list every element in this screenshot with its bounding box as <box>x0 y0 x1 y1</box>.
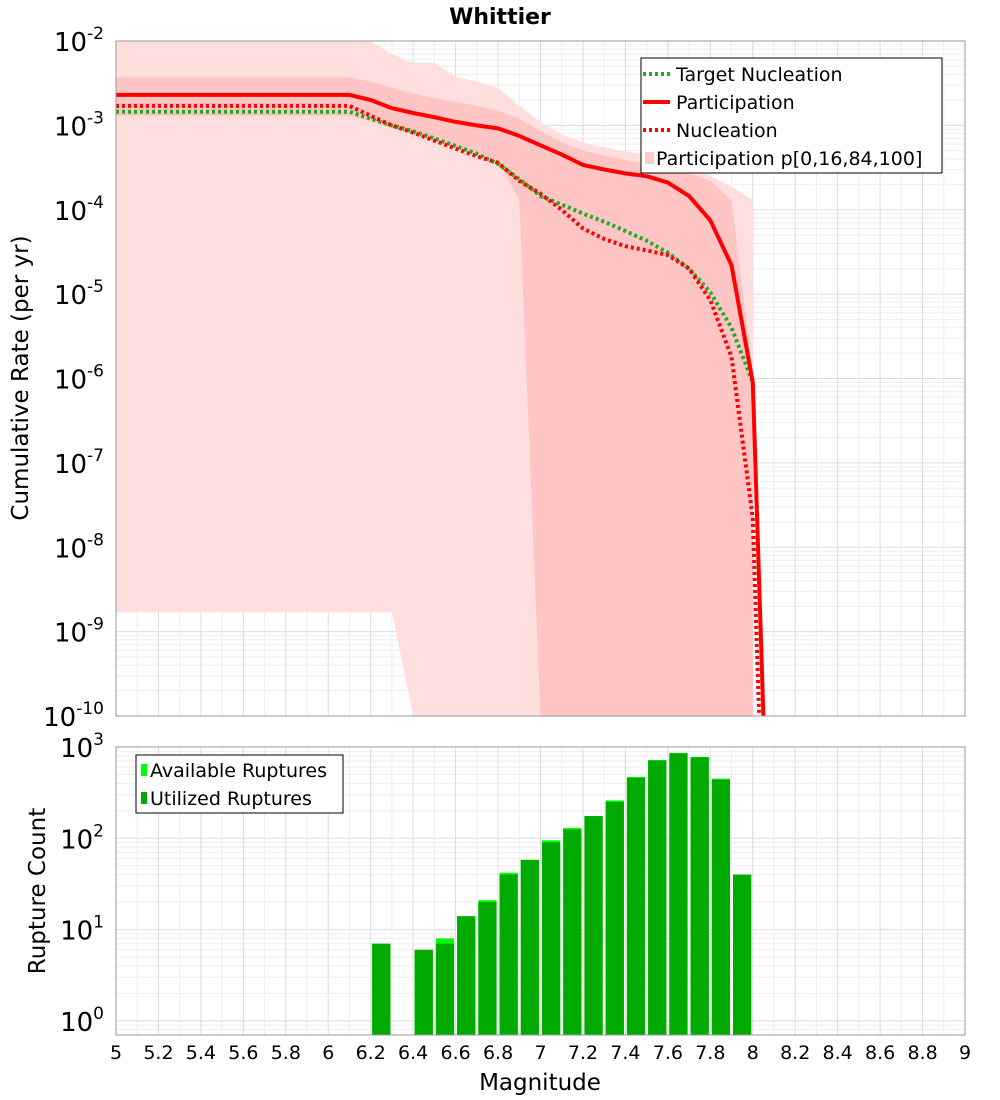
utilized-ruptures-bar <box>414 949 433 1035</box>
count-legend-swatch <box>141 792 147 804</box>
utilized-ruptures-bar <box>457 916 476 1035</box>
rate-y-ticks: 10-2 10-3 10-4 10-5 10-6 10-7 10-8 10-9 10-10 <box>43 24 104 733</box>
participation-line <box>116 92 766 716</box>
count-y-tick-label: 100 <box>60 1004 104 1038</box>
x-tick-label: 7.2 <box>568 1042 598 1064</box>
rate-plot-border <box>115 40 966 717</box>
nucleation-line <box>116 103 762 716</box>
rate-lines <box>116 92 766 716</box>
x-tick-label: 9 <box>959 1042 971 1064</box>
count-y-tick-label: 103 <box>60 730 104 764</box>
rate-y-tick-label: 10-3 <box>54 108 104 142</box>
rate-legend-box <box>640 57 943 174</box>
utilized-ruptures-bar <box>520 859 539 1035</box>
participation-band-16-84 <box>519 118 753 716</box>
rate-legend: Target Nucleation Participation Nucleation… <box>640 57 943 174</box>
utilized-ruptures-bar <box>711 779 731 1035</box>
x-tick-label: 6.4 <box>398 1042 428 1064</box>
count-legend-box <box>135 754 344 814</box>
rate-y-tick-label: 10-2 <box>54 24 104 58</box>
utilized-ruptures-bar <box>690 757 709 1035</box>
rate-y-tick-label: 10-10 <box>43 699 104 733</box>
utilized-ruptures-bar <box>669 753 688 1035</box>
x-tick-label: 8.4 <box>823 1042 853 1064</box>
x-tick-label: 7 <box>534 1042 546 1064</box>
x-tick-label: 7.6 <box>653 1042 683 1064</box>
rate-y-tick-label: 10-9 <box>54 615 104 649</box>
rate-y-tick-label: 10-4 <box>54 193 104 227</box>
count-plot-border <box>115 746 966 1036</box>
count-legend: Available Ruptures Utilized Ruptures <box>135 754 344 814</box>
x-tick-label: 6 <box>322 1042 334 1064</box>
rate-y-tick-label: 10-6 <box>54 362 104 396</box>
count-y-tick-label: 101 <box>60 913 104 947</box>
count-legend-swatch <box>141 764 147 776</box>
x-tick-label: 5.6 <box>228 1042 258 1064</box>
x-tick-label: 5.2 <box>143 1042 173 1064</box>
rate-legend-label: Target Nucleation <box>675 64 843 86</box>
count-grid <box>115 747 966 1036</box>
utilized-ruptures-bar <box>648 760 667 1035</box>
utilized-ruptures-bar <box>478 902 497 1035</box>
utilized-ruptures-bar <box>626 777 646 1035</box>
x-tick-label: 6.8 <box>483 1042 513 1064</box>
legend-band-swatch <box>645 152 654 164</box>
rate-y-tick-label: 10-7 <box>54 446 104 480</box>
utilized-ruptures-bar <box>733 874 752 1035</box>
x-tick-label: 5.4 <box>186 1042 216 1064</box>
utilized-ruptures-bar <box>542 842 561 1035</box>
count-y-ticks: 103 102 101 100 <box>60 730 104 1038</box>
count-y-axis-label: Rupture Count <box>25 808 51 974</box>
x-tick-label: 6.2 <box>356 1042 386 1064</box>
utilized-ruptures-bar <box>499 874 518 1035</box>
x-tick-label: 5.8 <box>271 1042 301 1064</box>
rate-legend-label: Participation p[0,16,84,100] <box>656 148 922 170</box>
x-tick-label: 8 <box>747 1042 759 1064</box>
rate-panel: 10-2 10-3 10-4 10-5 10-6 10-7 10-8 10-9 10-10 Cum… <box>8 24 966 733</box>
x-axis-label: Magnitude <box>479 1070 601 1096</box>
chart-title: Whittier <box>449 5 551 30</box>
utilized-ruptures-bar <box>435 943 455 1035</box>
participation-band-16-84 <box>116 77 520 201</box>
rate-y-tick-label: 10-8 <box>54 530 104 564</box>
count-bars <box>372 752 752 1035</box>
rate-y-axis-label: Cumulative Rate (per yr) <box>8 235 34 520</box>
x-tick-label: 8.8 <box>907 1042 937 1064</box>
target-nucleation-line <box>116 109 755 384</box>
rate-legend-label: Nucleation <box>676 120 778 142</box>
count-legend-label: Available Ruptures <box>150 760 327 782</box>
x-tick-label: 6.6 <box>440 1042 470 1064</box>
utilized-ruptures-bar <box>563 829 582 1035</box>
utilized-ruptures-bar <box>584 816 603 1035</box>
rate-y-tick-label: 10-5 <box>54 277 104 311</box>
count-legend-label: Utilized Ruptures <box>150 788 312 810</box>
x-tick-label: 5 <box>110 1042 122 1064</box>
rate-bands <box>116 41 753 716</box>
utilized-ruptures-bar <box>372 943 391 1035</box>
x-tick-label: 7.4 <box>610 1042 640 1064</box>
count-x-ticks: 5 5.2 5.4 5.6 5.8 6 6.2 6.4 6.6 6.8 7 7.2 7.4 7.6 7.8 8… <box>110 1042 971 1064</box>
x-tick-label: 8.2 <box>780 1042 810 1064</box>
x-tick-label: 7.8 <box>695 1042 725 1064</box>
count-y-tick-label: 102 <box>60 821 104 855</box>
rate-legend-label: Participation <box>676 92 795 114</box>
utilized-ruptures-bar <box>605 801 624 1035</box>
x-tick-label: 8.6 <box>865 1042 895 1064</box>
